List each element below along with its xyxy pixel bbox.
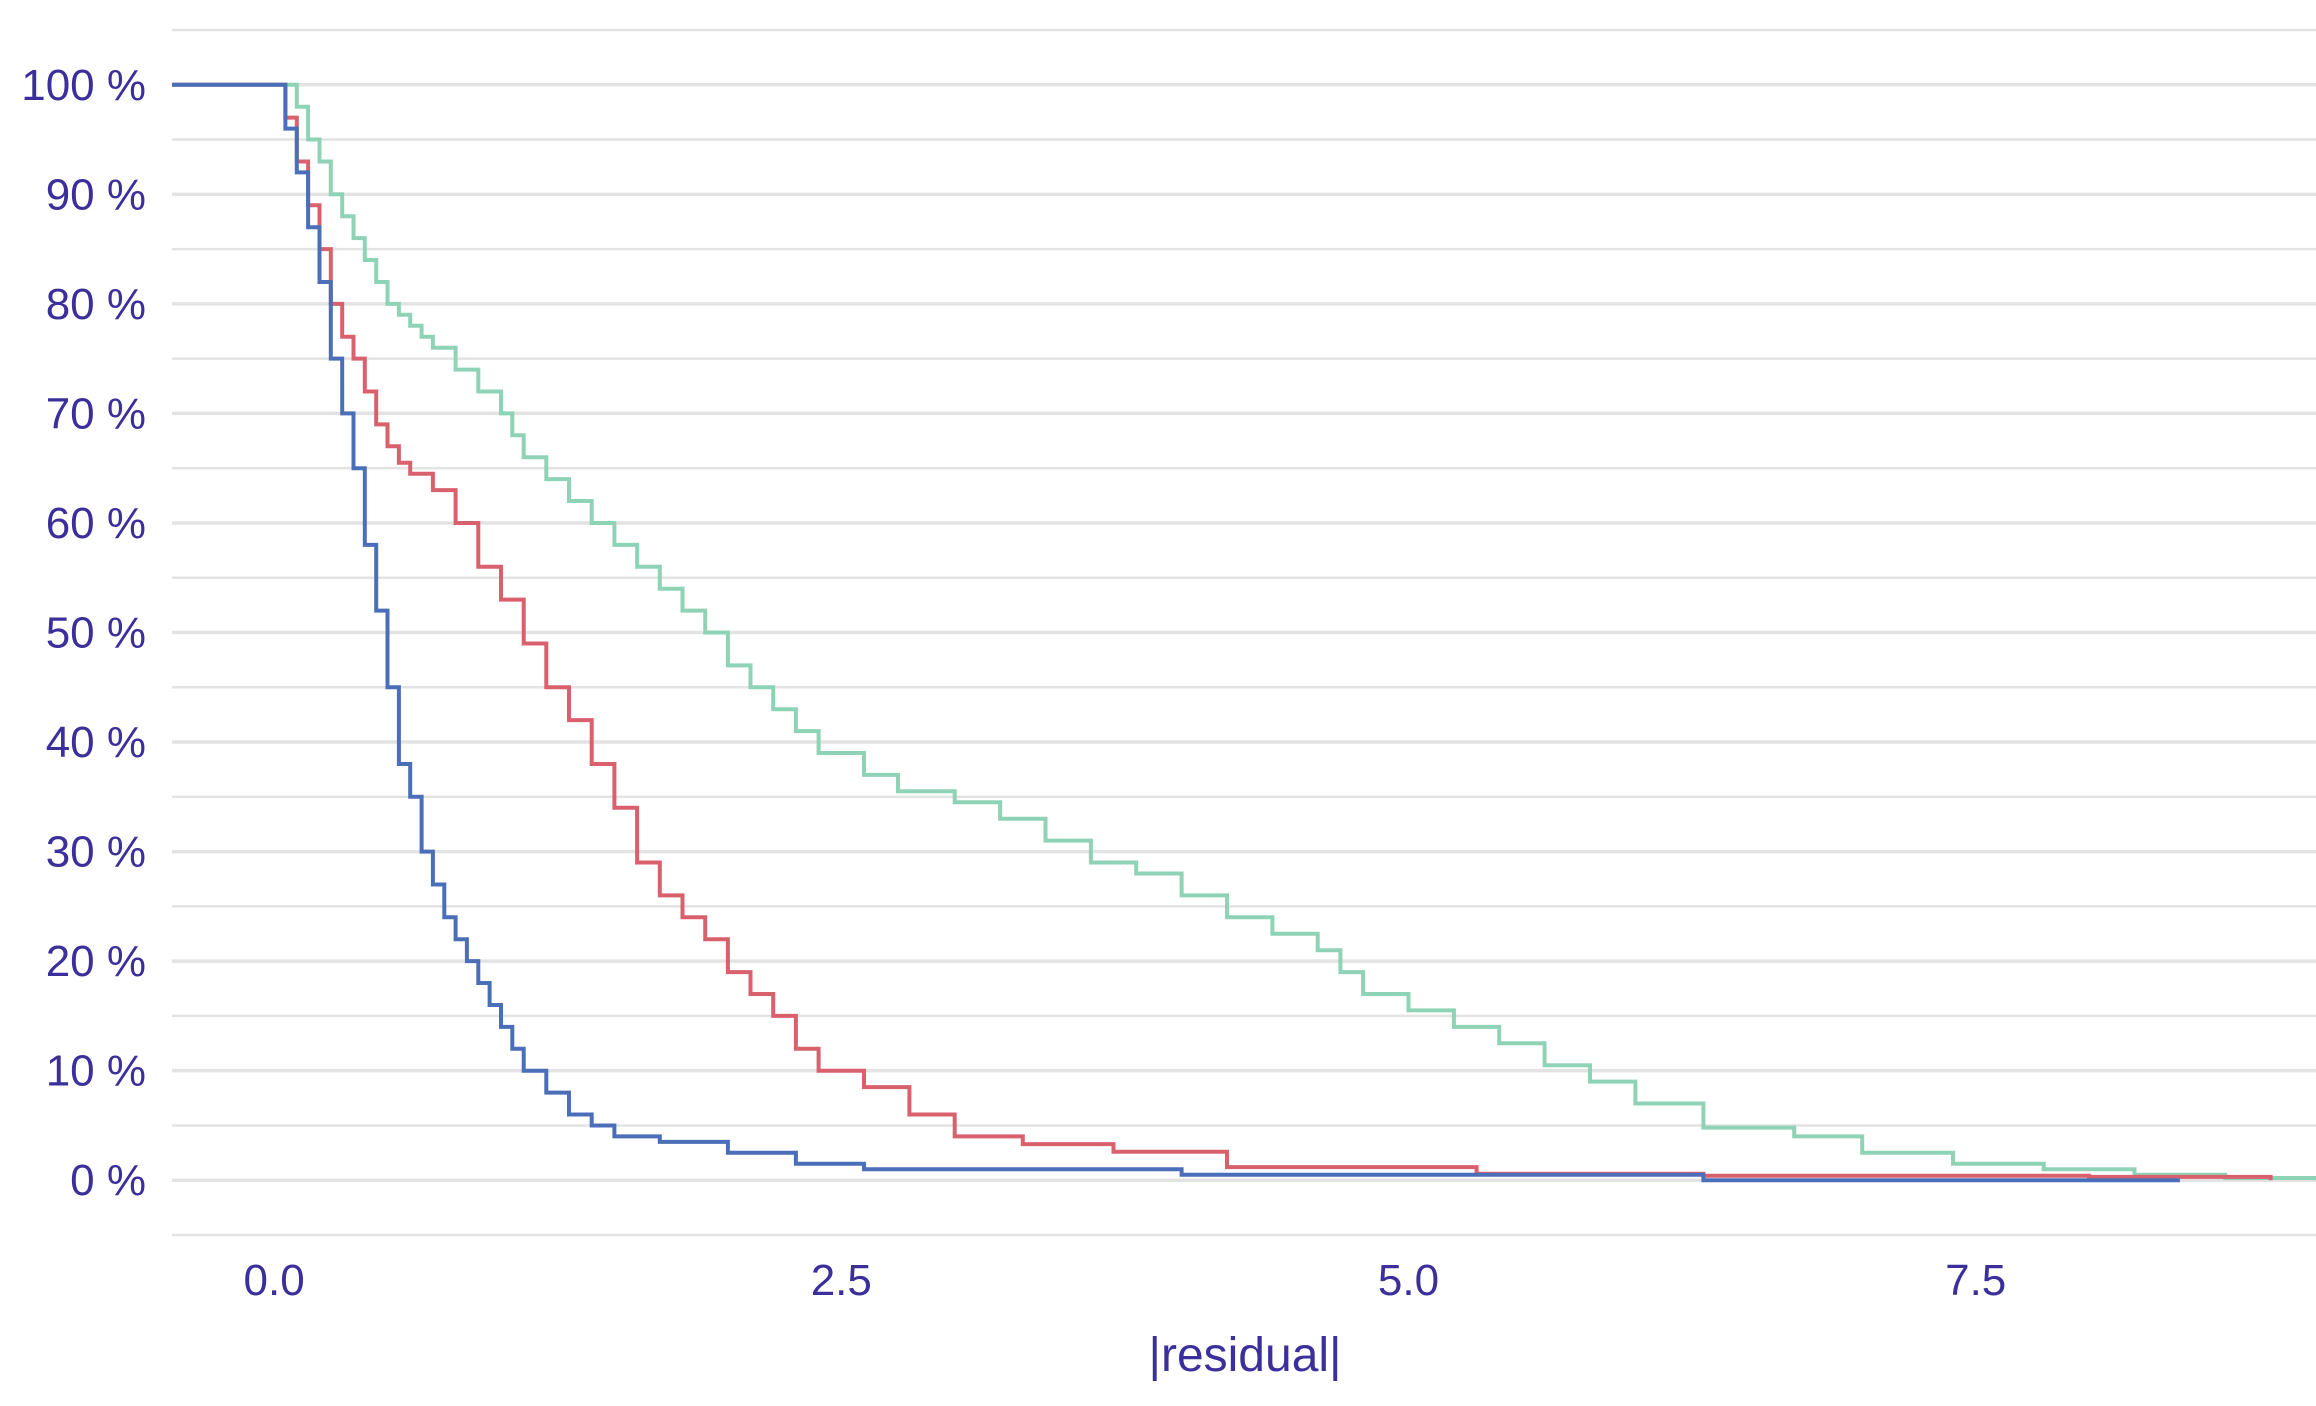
y-tick-label: 80 %: [46, 280, 146, 329]
series-line-2: [172, 82, 2273, 1181]
series-line-1: [172, 82, 2316, 1181]
series-line-3: [172, 82, 2180, 1183]
x-axis-tick-labels: 0.0 2.5 5.0 7.5: [244, 1256, 2007, 1305]
y-tick-label: 30 %: [46, 828, 146, 877]
y-axis-tick-labels: 0 % 10 % 20 % 30 % 40 % 50 % 60 % 70 % 80 % 90 % 1…: [21, 61, 146, 1205]
x-tick-label: 7.5: [1945, 1256, 2006, 1305]
y-tick-label: 100 %: [21, 61, 146, 110]
x-axis-title: |residual|: [1148, 1329, 1341, 1382]
y-tick-label: 20 %: [46, 937, 146, 986]
y-tick-label: 60 %: [46, 499, 146, 548]
series-lines: [172, 82, 2316, 1183]
y-tick-label: 90 %: [46, 170, 146, 219]
x-tick-label: 2.5: [811, 1256, 872, 1305]
y-tick-label: 70 %: [46, 389, 146, 438]
y-tick-label: 40 %: [46, 718, 146, 767]
x-tick-label: 0.0: [244, 1256, 305, 1305]
x-tick-label: 5.0: [1378, 1256, 1439, 1305]
y-tick-label: 50 %: [46, 609, 146, 658]
y-tick-label: 10 %: [46, 1047, 146, 1096]
grid-lines: [172, 28, 2316, 1237]
y-tick-label: 0 %: [70, 1156, 146, 1205]
